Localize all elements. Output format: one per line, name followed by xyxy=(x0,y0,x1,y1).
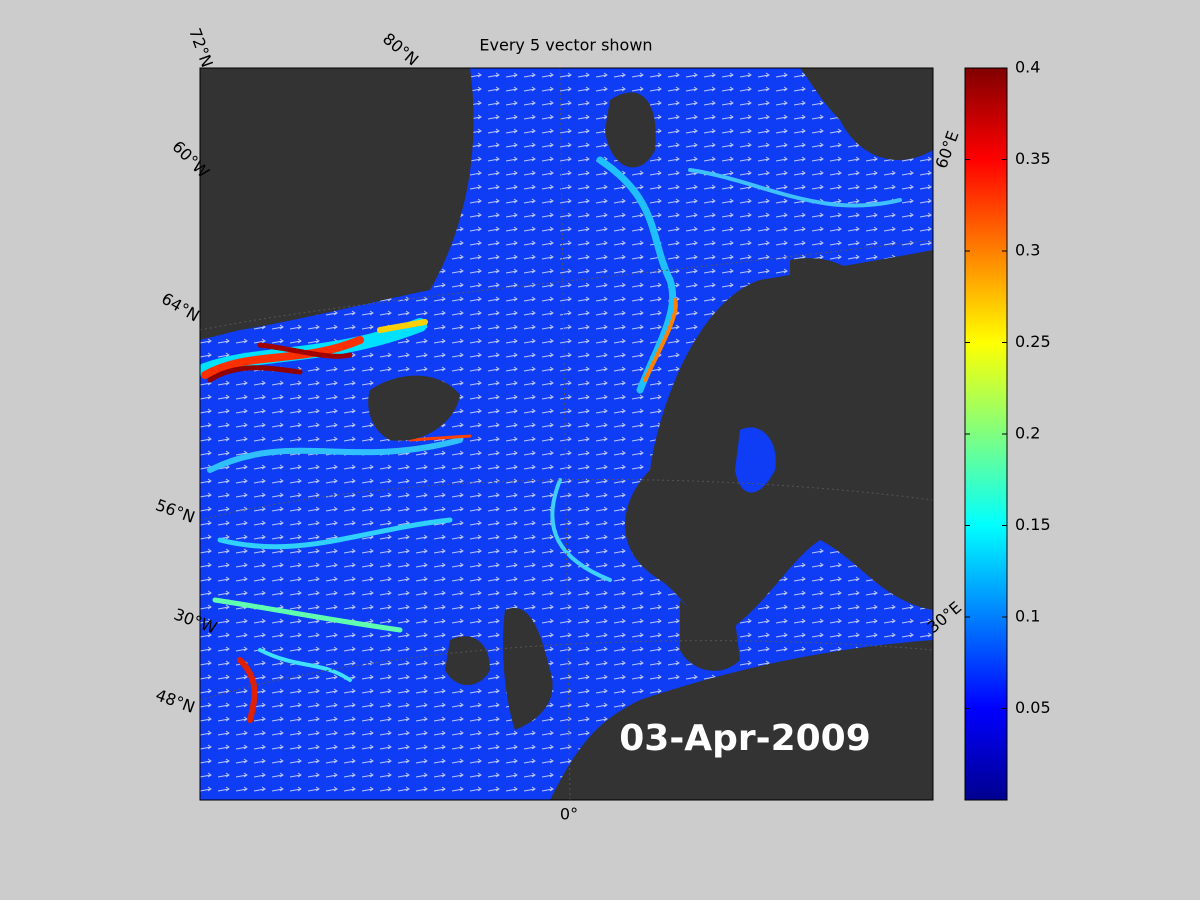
colorbar-tick-label: 0.1 xyxy=(1015,607,1040,626)
map-frame xyxy=(199,67,934,801)
colorbar-axis: 0.05 0.1 0.15 0.2 0.25 0.3 0.35 0.4 xyxy=(965,58,1051,717)
colorbar xyxy=(964,67,1008,801)
date-label: 03-Apr-2009 xyxy=(619,718,871,759)
colorbar-tick-label: 0.2 xyxy=(1015,424,1040,443)
land xyxy=(200,68,933,800)
colorbar-tick-label: 0.15 xyxy=(1015,515,1051,534)
colorbar-tick-label: 0.3 xyxy=(1015,241,1040,260)
colorbar-tick-label: 0.05 xyxy=(1015,698,1051,717)
map-title: Every 5 vector shown xyxy=(479,36,652,55)
colorbar-tick-label: 0.4 xyxy=(1015,58,1040,77)
colorbar-tick-label: 0.35 xyxy=(1015,149,1051,168)
colorbar-tick-label: 0.25 xyxy=(1015,332,1051,351)
map xyxy=(200,68,933,800)
currents xyxy=(200,156,902,723)
graticule xyxy=(200,68,933,800)
grid-label: 0° xyxy=(560,805,578,824)
